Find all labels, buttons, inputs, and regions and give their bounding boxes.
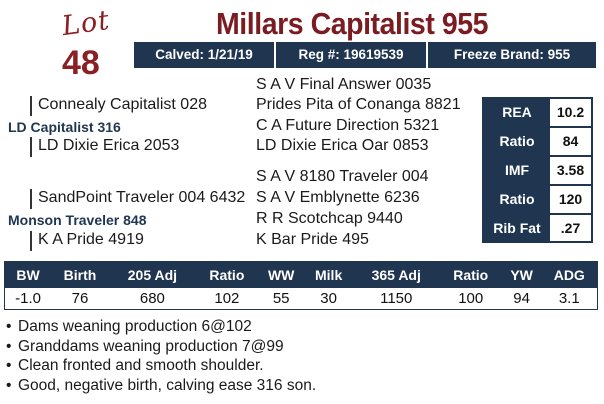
list-item: • Good, negative birth, calving ease 316 …: [6, 376, 596, 396]
table-cell: 1150: [352, 288, 440, 310]
dam-dam-sire: R R Scotchcap 9440: [256, 210, 403, 227]
dam-sire-sire-sire: S A V 8180 Traveler 004: [256, 168, 429, 185]
pedigree-bracket: [30, 137, 32, 157]
carcass-label: REA: [484, 99, 550, 126]
carcass-row: Rib Fat .27: [484, 215, 591, 241]
column-header: WW: [257, 261, 305, 288]
carcass-row: REA 10.2: [484, 99, 591, 128]
column-header: ADG: [541, 261, 598, 288]
bullet-icon: •: [6, 337, 12, 355]
table-cell: 100: [439, 288, 502, 310]
carcass-value: 3.58: [550, 157, 591, 184]
table-cell: 102: [195, 288, 258, 310]
performance-table: BW Birth 205 Adj Ratio WW Milk 365 Adj R…: [4, 261, 598, 310]
registration-number: Reg #: 19619539: [276, 42, 428, 68]
notes-list: • Dams weaning production 6@102 • Granddam…: [6, 317, 596, 395]
sire-sire-sire: S A V Final Answer 0035: [256, 76, 432, 93]
column-header: YW: [501, 261, 542, 288]
column-header: BW: [4, 261, 52, 288]
list-item: • Clean fronted and smooth shoulder.: [6, 356, 596, 376]
dam-sire-sire-dam: S A V Emblynette 6236: [256, 189, 420, 206]
page-title: Millars Capitalist 955: [216, 6, 489, 41]
carcass-label: Rib Fat: [484, 215, 550, 241]
note-text: Dams weaning production 6@102: [18, 318, 252, 335]
info-bar: Calved: 1/21/19 Reg #: 19619539 Freeze B…: [134, 42, 596, 68]
sire-dam: LD Dixie Erica 2053: [38, 137, 180, 154]
pedigree-bracket: [30, 96, 32, 116]
table-cell: 76: [51, 288, 109, 310]
dam-sire: Monson Traveler 848: [8, 212, 147, 228]
carcass-value: 84: [550, 128, 591, 155]
note-text: Clean fronted and smooth shoulder.: [18, 357, 264, 374]
carcass-value: 120: [550, 186, 591, 213]
dam-dam-dam: K Bar Pride 495: [256, 231, 369, 248]
freeze-brand: Freeze Brand: 955: [453, 47, 571, 62]
carcass-label: Ratio: [484, 128, 550, 155]
carcass-label: Ratio: [484, 186, 550, 213]
carcass-row: IMF 3.58: [484, 157, 591, 186]
column-header: 205 Adj: [108, 261, 196, 288]
sire-dam-sire: C A Future Direction 5321: [256, 117, 440, 134]
sire: LD Capitalist 316: [8, 119, 121, 135]
carcass-row: Ratio 120: [484, 186, 591, 215]
bullet-icon: •: [6, 376, 12, 394]
table-cell: -1.0: [4, 288, 52, 310]
dam-sire-sire: SandPoint Traveler 004 6432: [38, 189, 246, 206]
bullet-icon: •: [6, 318, 12, 335]
column-header: 365 Adj: [352, 261, 440, 288]
column-header: Ratio: [439, 261, 502, 288]
note-text: Granddams weaning production 7@99: [18, 337, 284, 355]
table-cell: 30: [304, 288, 353, 310]
list-item: • Dams weaning production 6@102: [6, 317, 596, 337]
pedigree-bracket: [30, 189, 32, 209]
bullet-icon: •: [6, 357, 12, 374]
sire-sire-dam: Prides Pita of Conanga 8821: [256, 96, 461, 113]
performance-header-row: BW Birth 205 Adj Ratio WW Milk 365 Adj R…: [4, 261, 598, 288]
column-header: Milk: [304, 261, 353, 288]
column-header: Birth: [51, 261, 109, 288]
note-text: Good, negative birth, calving ease 316 s…: [18, 376, 317, 394]
list-item: • Granddams weaning production 7@99: [6, 337, 596, 357]
performance-values-row: -1.0 76 680 102 55 30 1150 100 94 3.1: [4, 288, 598, 310]
table-cell: 680: [108, 288, 196, 310]
calved-date: Calved: 1/21/19: [134, 42, 276, 68]
lot-number: 48: [62, 44, 100, 82]
pedigree-bracket: [30, 231, 32, 251]
sire-dam-dam: LD Dixie Erica Oar 0853: [256, 137, 429, 154]
carcass-value: .27: [550, 215, 591, 241]
table-cell: 3.1: [541, 288, 598, 310]
table-cell: 55: [257, 288, 305, 310]
carcass-label: IMF: [484, 157, 550, 184]
table-cell: 94: [501, 288, 542, 310]
column-header: Ratio: [195, 261, 258, 288]
carcass-box: REA 10.2 Ratio 84 IMF 3.58 Ratio 120 Rib…: [482, 97, 593, 243]
sire-sire: Connealy Capitalist 028: [38, 96, 207, 113]
carcass-row: Ratio 84: [484, 128, 591, 157]
carcass-value: 10.2: [550, 99, 591, 126]
lot-label: Lot: [60, 4, 112, 43]
dam-dam: K A Pride 4919: [38, 231, 144, 248]
